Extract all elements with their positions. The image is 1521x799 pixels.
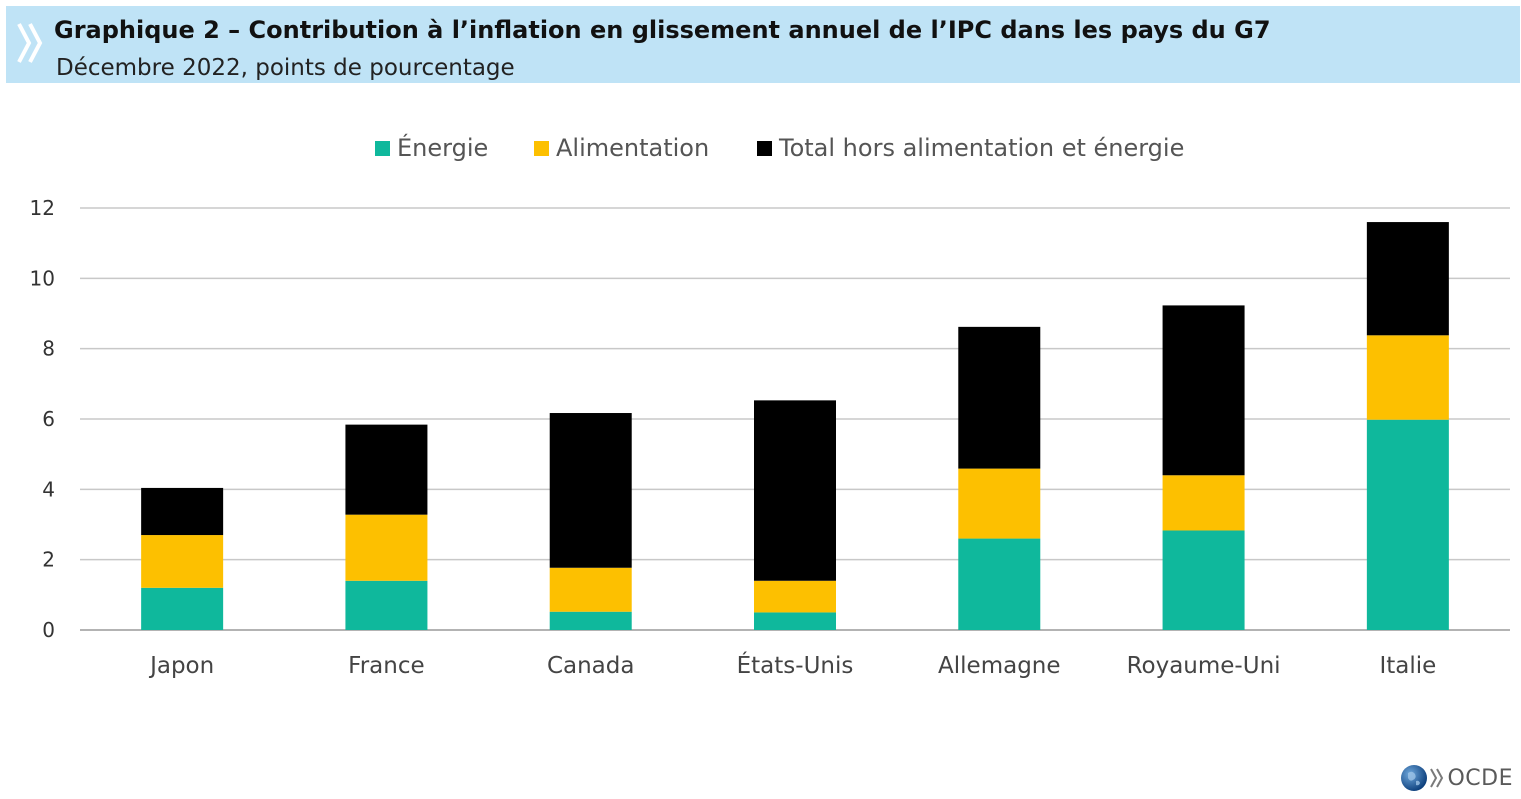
y-axis-ticks: 0 2 4 6 8 10 12 xyxy=(30,196,55,642)
legend-swatch xyxy=(757,141,772,156)
y-tick-label: 0 xyxy=(42,618,55,642)
y-tick-label: 10 xyxy=(30,266,55,290)
bar-segment xyxy=(141,535,224,588)
y-tick-label: 2 xyxy=(42,548,55,572)
bar-segment xyxy=(1366,419,1449,630)
legend-swatch xyxy=(375,141,390,156)
x-category-label: Allemagne xyxy=(938,653,1061,679)
bar-segment xyxy=(754,400,836,581)
header-banner: Graphique 2 – Contribution à l’inflation… xyxy=(6,6,1520,83)
oecd-logo: OCDE xyxy=(1399,763,1513,793)
bar-segment xyxy=(345,580,428,630)
bar-segment xyxy=(754,612,836,630)
bar-segment xyxy=(1162,475,1245,531)
double-chevron-right-icon xyxy=(17,23,43,63)
bar-segment xyxy=(754,580,836,613)
bar-segment xyxy=(141,487,224,536)
x-category-label: Japon xyxy=(148,653,214,679)
bar-segment xyxy=(345,424,428,515)
x-category-label: États-Unis xyxy=(737,651,854,679)
bar-segment xyxy=(549,567,632,612)
bar-segment xyxy=(345,514,428,581)
bar-segment xyxy=(1162,530,1245,630)
y-tick-label: 6 xyxy=(42,407,55,431)
legend-label: Énergie xyxy=(397,133,488,162)
logo-chevrons xyxy=(1430,768,1444,788)
chart-title: Graphique 2 – Contribution à l’inflation… xyxy=(54,16,1271,44)
bar-segment xyxy=(958,538,1041,630)
legend-swatch xyxy=(534,141,549,156)
bar-segment xyxy=(958,468,1041,539)
x-category-label: Canada xyxy=(547,653,635,679)
y-tick-label: 4 xyxy=(42,477,55,501)
x-category-label: France xyxy=(348,653,424,679)
x-axis-categories: Japon France Canada États-Unis Allemagne Roya… xyxy=(148,651,1436,679)
bar-segment xyxy=(549,413,632,568)
bar-segment xyxy=(958,326,1041,469)
logo-text: OCDE xyxy=(1447,765,1513,791)
bar-segment xyxy=(1366,335,1449,420)
bar-segment xyxy=(1162,305,1245,476)
bars xyxy=(141,222,1449,630)
y-tick-label: 8 xyxy=(42,337,55,361)
chart-subtitle: Décembre 2022, points de pourcentage xyxy=(56,55,515,81)
legend: Énergie Alimentation Total hors alimentati… xyxy=(375,133,1184,162)
bar-segment xyxy=(549,611,632,630)
globe-icon xyxy=(1401,765,1428,791)
bar-segment xyxy=(1366,222,1449,336)
x-category-label: Italie xyxy=(1379,653,1436,679)
legend-label: Total hors alimentation et énergie xyxy=(778,134,1184,162)
x-category-label: Royaume-Uni xyxy=(1127,653,1281,679)
legend-label: Alimentation xyxy=(556,134,709,162)
y-tick-label: 12 xyxy=(30,196,55,220)
bar-segment xyxy=(141,587,224,630)
